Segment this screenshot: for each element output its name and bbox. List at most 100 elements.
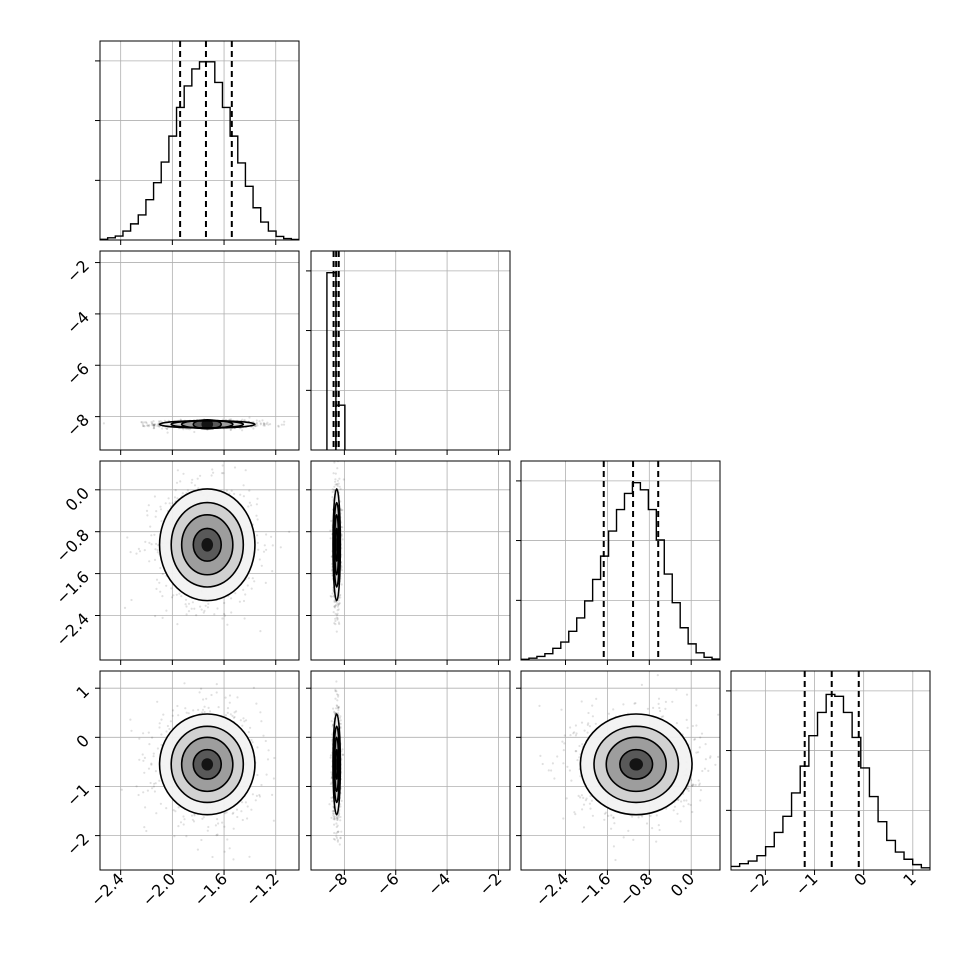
sample-point xyxy=(336,612,339,615)
sample-point xyxy=(259,422,262,425)
sample-point xyxy=(203,705,206,708)
sample-point xyxy=(153,790,156,793)
sample-point xyxy=(330,816,333,819)
sample-point xyxy=(339,805,342,808)
sample-points xyxy=(329,461,345,633)
sample-point xyxy=(698,784,701,787)
sample-point xyxy=(230,611,233,614)
contour-3 xyxy=(334,527,339,562)
sample-point xyxy=(203,710,206,714)
sample-point xyxy=(261,419,264,422)
sample-point xyxy=(335,825,338,829)
sample-point xyxy=(228,694,232,697)
sample-point xyxy=(232,811,235,814)
sample-point xyxy=(172,709,175,712)
panel-frame xyxy=(99,250,300,451)
sample-point xyxy=(250,504,253,507)
sample-point xyxy=(329,537,332,540)
sample-point xyxy=(333,605,336,608)
sample-point xyxy=(142,424,145,428)
sample-point xyxy=(176,623,179,626)
sample-point xyxy=(177,806,180,809)
sample-point xyxy=(332,812,335,815)
sample-point xyxy=(264,739,267,743)
sample-point xyxy=(151,787,154,790)
sample-point xyxy=(339,593,342,597)
sample-point xyxy=(129,551,132,554)
sample-point xyxy=(277,425,280,428)
sample-point xyxy=(686,787,689,790)
sample-point xyxy=(339,836,342,839)
sample-point xyxy=(164,426,167,429)
contour-0 xyxy=(332,488,342,602)
scatter-panel-1-0 xyxy=(95,250,300,455)
sample-point xyxy=(258,793,261,797)
sample-point xyxy=(232,716,235,719)
sample-point xyxy=(260,783,263,787)
sample-point xyxy=(242,495,245,498)
sample-point xyxy=(155,542,158,546)
sample-point xyxy=(332,595,335,598)
sample-point xyxy=(142,732,145,735)
sample-point xyxy=(256,541,259,545)
sample-point xyxy=(181,492,184,495)
sample-point xyxy=(265,773,268,776)
sample-point xyxy=(158,581,161,584)
sample-point xyxy=(244,801,247,804)
sample-point xyxy=(341,538,344,541)
sample-point xyxy=(255,503,258,506)
sample-point xyxy=(256,746,259,749)
sample-point xyxy=(613,822,616,825)
sample-point xyxy=(262,424,265,427)
sample-point xyxy=(277,424,280,427)
sample-point xyxy=(283,420,286,423)
sample-point xyxy=(171,714,174,717)
sample-point xyxy=(336,705,339,708)
sample-point xyxy=(159,508,163,511)
sample-point xyxy=(158,421,161,424)
sample-point xyxy=(337,816,340,819)
scatter-panel-3-1 xyxy=(306,670,511,875)
sample-point xyxy=(152,420,155,423)
sample-point xyxy=(338,477,341,480)
sample-point xyxy=(258,558,261,561)
sample-point xyxy=(257,548,260,551)
sample-point xyxy=(230,489,233,492)
sample-point xyxy=(340,830,343,833)
sample-point xyxy=(336,618,339,621)
sample-point xyxy=(177,825,180,828)
sample-point xyxy=(339,596,342,599)
density-level-4 xyxy=(201,419,214,430)
sample-point xyxy=(190,481,193,484)
sample-point xyxy=(329,754,332,757)
sample-point xyxy=(145,509,149,512)
sample-point xyxy=(200,687,203,690)
sample-point xyxy=(262,550,266,553)
sample-point xyxy=(150,420,153,424)
sample-point xyxy=(183,818,186,821)
sample-point xyxy=(264,581,267,585)
sample-point xyxy=(151,736,154,739)
sample-point xyxy=(332,810,335,813)
sample-point xyxy=(255,794,258,798)
sample-point xyxy=(692,783,695,787)
sample-point xyxy=(266,758,270,761)
sample-point xyxy=(331,810,334,813)
sample-point xyxy=(185,605,188,608)
sample-point xyxy=(154,515,157,518)
sample-point xyxy=(142,791,145,794)
sample-point xyxy=(335,690,338,693)
sample-point xyxy=(159,505,162,508)
sample-point xyxy=(182,815,185,818)
sample-point xyxy=(336,609,339,612)
sample-point xyxy=(152,424,155,427)
sample-point xyxy=(148,541,151,545)
sample-point xyxy=(337,695,340,698)
sample-point xyxy=(332,707,335,710)
sample-point xyxy=(211,468,214,471)
sample-point xyxy=(167,497,170,500)
sample-point xyxy=(210,474,213,477)
hist-panel-2 xyxy=(516,460,721,665)
sample-point xyxy=(226,707,230,710)
sample-point xyxy=(191,818,194,821)
